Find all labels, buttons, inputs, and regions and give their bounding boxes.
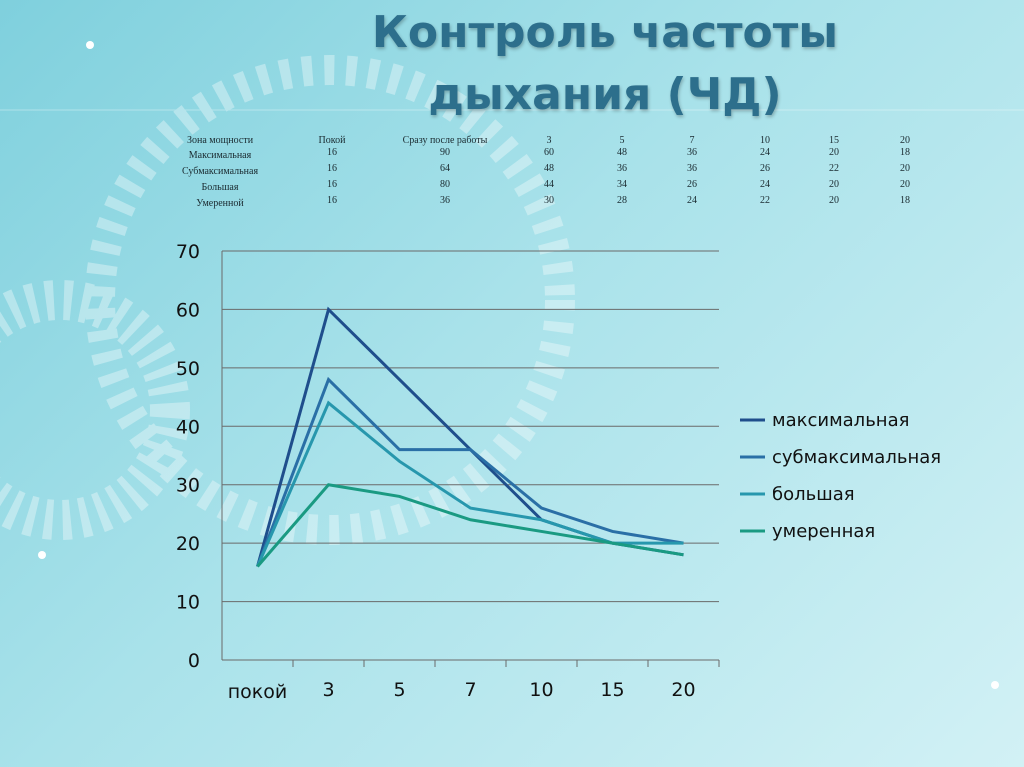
table-cell: Субмаксимальная: [182, 166, 259, 177]
table-cell: 20: [900, 179, 910, 190]
table-header-cell: Зона мощности: [187, 135, 254, 146]
table-header-cell: Покой: [319, 135, 347, 146]
table-cell: 36: [687, 163, 697, 174]
table-header-cell: Сразу после работы: [403, 135, 488, 146]
table-cell: 22: [829, 163, 839, 174]
table-cell: 30: [544, 195, 554, 206]
table-cell: Умеренной: [196, 198, 244, 209]
y-tick-label: 10: [176, 592, 200, 614]
table-cell: 48: [617, 147, 627, 158]
table-header-cell: 20: [900, 135, 910, 146]
table-cell: 80: [440, 179, 450, 190]
table-cell: 20: [900, 163, 910, 174]
table-cell: 44: [544, 179, 554, 190]
series-line: [256, 483, 684, 568]
table-header-cell: 7: [690, 135, 695, 146]
x-tick-label: 10: [529, 679, 553, 701]
legend-label: максимальная: [772, 410, 909, 431]
data-table: Зона мощности Покой Сразу после работы 3 5 7 1…: [182, 135, 910, 209]
legend-label: большая: [772, 484, 855, 505]
table-cell: 64: [440, 163, 450, 174]
sparkles: [38, 41, 999, 689]
table-cell: 16: [327, 179, 337, 190]
table-cell: 18: [900, 195, 910, 206]
y-tick-label: 60: [176, 299, 200, 321]
table-cell: 16: [327, 147, 337, 158]
table-cell: 48: [544, 163, 554, 174]
decoration: [0, 55, 1024, 545]
x-tick-label: 5: [393, 679, 405, 701]
table-cell: 36: [440, 195, 450, 206]
table-cell: 20: [829, 179, 839, 190]
table-cell: 20: [829, 195, 839, 206]
table-cell: 26: [687, 179, 697, 190]
y-tick-label: 70: [176, 241, 200, 263]
table-cell: 34: [617, 179, 627, 190]
x-tick-label: 3: [322, 679, 334, 701]
legend-label: субмаксимальная: [772, 447, 941, 468]
series-line: [256, 306, 684, 567]
x-tick-label: 20: [671, 679, 695, 701]
table-cell: 18: [900, 147, 910, 158]
table-cell: 16: [327, 195, 337, 206]
table-cell: 16: [327, 163, 337, 174]
table-header-cell: 3: [547, 135, 552, 146]
y-tick-label: 0: [188, 650, 200, 672]
x-tick-label: 15: [600, 679, 624, 701]
table-header-cell: 5: [620, 135, 625, 146]
y-tick-label: 40: [176, 416, 200, 438]
table-cell: 90: [440, 147, 450, 158]
table-cell: 24: [760, 147, 770, 158]
x-tick-label: покой: [228, 681, 288, 703]
table-header-cell: 15: [829, 135, 839, 146]
y-tick-label: 50: [176, 358, 200, 380]
table-cell: 20: [829, 147, 839, 158]
table-header-cell: 10: [760, 135, 770, 146]
legend-label: умеренная: [772, 521, 875, 542]
table-cell: 36: [687, 147, 697, 158]
y-tick-label: 20: [176, 533, 200, 555]
table-cell: 36: [617, 163, 627, 174]
x-tick-label: 7: [464, 679, 476, 701]
table-cell: 28: [617, 195, 627, 206]
line-chart: 0 10 20 30 40 50 60 70 покой 3 5 7 10 15 20 максимальна…: [176, 241, 941, 703]
table-cell: 60: [544, 147, 554, 158]
table-cell: Большая: [202, 182, 239, 193]
table-cell: 26: [760, 163, 770, 174]
y-tick-label: 30: [176, 475, 200, 497]
table-cell: 24: [687, 195, 697, 206]
table-cell: Максимальная: [189, 150, 252, 161]
series-line: [256, 376, 684, 568]
table-cell: 24: [760, 179, 770, 190]
table-cell: 22: [760, 195, 770, 206]
slide-title: Контроль частоты дыхания (ЧД): [371, 7, 839, 120]
